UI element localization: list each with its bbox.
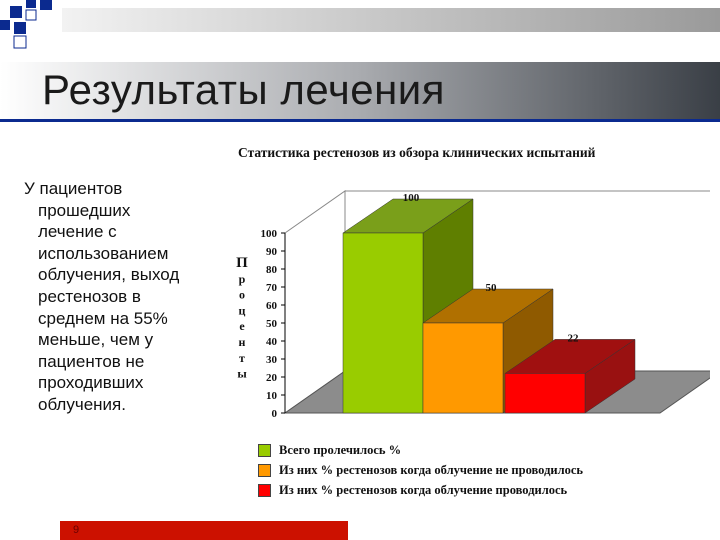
y-tick-label: 100 xyxy=(261,228,278,240)
body-line: использованием xyxy=(38,243,169,263)
data-label: 50 xyxy=(486,282,498,294)
y-axis-label-letter: ц xyxy=(239,303,246,317)
y-tick-label: 40 xyxy=(266,336,278,348)
chart-title: Статистика рестенозов из обзора клиничес… xyxy=(238,145,596,160)
title-band xyxy=(0,62,720,122)
legend-item: Из них % рестенозов когда облучение пров… xyxy=(258,480,583,500)
body-line: лечение с xyxy=(38,222,117,242)
y-tick-label: 0 xyxy=(272,408,278,420)
y-tick-label: 30 xyxy=(266,354,278,366)
y-axis-label-letter: р xyxy=(239,272,246,286)
y-tick-label: 90 xyxy=(266,246,278,258)
body-line: У пациентов xyxy=(24,179,123,198)
body-line: облучения. xyxy=(38,394,126,414)
y-axis-label-letter: е xyxy=(239,319,245,333)
y-tick-label: 80 xyxy=(266,264,278,276)
y-axis-label-letter: т xyxy=(239,351,245,365)
legend-swatch xyxy=(258,483,271,497)
y-tick-label: 20 xyxy=(266,372,278,384)
legend-swatch xyxy=(258,443,271,457)
legend-label: Из них % рестенозов когда облучение пров… xyxy=(279,482,568,497)
title-underline xyxy=(0,119,720,122)
body-line: среднем на 55% xyxy=(38,308,168,328)
body-line: проходивших xyxy=(38,373,144,393)
y-axis-label-letter: П xyxy=(236,255,248,271)
y-axis-label-letter: о xyxy=(239,288,245,302)
body-line: облучения, выход xyxy=(38,265,180,285)
corner-square-pattern xyxy=(0,0,52,49)
chart-legend: Всего пролечилось % Из них % рестенозов … xyxy=(258,440,583,500)
data-label: 100 xyxy=(403,192,420,204)
y-tick-label: 50 xyxy=(266,318,278,330)
y-axis-label-letter: ы xyxy=(237,367,247,381)
slide-title: Результаты лечения xyxy=(42,66,445,113)
y-tick-label: 70 xyxy=(266,282,278,294)
footer-bar xyxy=(60,521,348,540)
legend-label: Из них % рестенозов когда облучение не п… xyxy=(279,462,584,477)
body-text: У пациентов прошедших лечение с использо… xyxy=(24,178,229,416)
body-line: меньше, чем у xyxy=(38,330,154,350)
data-label: 22 xyxy=(568,332,580,344)
y-tick-label: 10 xyxy=(266,390,278,402)
legend-label: Всего пролечилось % xyxy=(279,442,402,457)
decorative-squares xyxy=(0,0,720,49)
page-number: 9 xyxy=(73,524,80,536)
body-line: пациентов не xyxy=(38,351,145,371)
legend-item: Всего пролечилось % xyxy=(258,440,583,460)
legend-item: Из них % рестенозов когда облучение не п… xyxy=(258,460,583,480)
body-line: прошедших xyxy=(38,200,131,220)
y-tick-label: 60 xyxy=(266,300,278,312)
legend-swatch xyxy=(258,463,271,477)
bar xyxy=(504,373,586,414)
top-gray-band xyxy=(62,8,720,32)
bar xyxy=(422,322,504,414)
y-axis-label-letter: н xyxy=(239,335,246,349)
bar xyxy=(342,232,424,414)
body-line: рестенозов в xyxy=(38,286,141,306)
